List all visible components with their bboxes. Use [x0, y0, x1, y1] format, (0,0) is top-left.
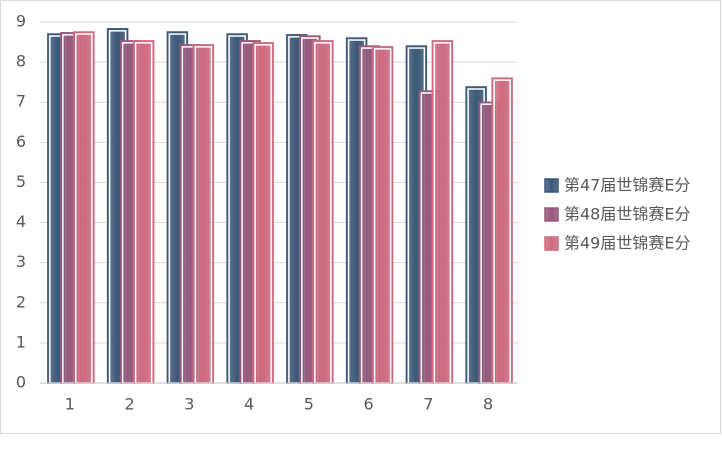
y-tick-label: 7	[16, 92, 26, 111]
bar	[73, 31, 95, 384]
bar	[252, 42, 274, 384]
y-tick-label: 6	[16, 132, 26, 151]
y-tick-label: 5	[16, 172, 26, 191]
bar	[371, 46, 394, 384]
y-tick-label: 8	[16, 52, 26, 71]
legend-swatch	[544, 178, 559, 193]
legend-label: 第49届世锦赛E分	[564, 234, 690, 253]
bar	[491, 77, 513, 384]
legend-swatch	[544, 207, 559, 222]
legend-swatch	[544, 236, 559, 251]
x-tick-label: 2	[125, 395, 135, 414]
y-tick-label: 4	[16, 212, 26, 231]
legend-label: 第47届世锦赛E分	[564, 176, 690, 195]
legend-label: 第48届世锦赛E分	[564, 205, 690, 224]
x-tick-label: 5	[304, 395, 314, 414]
x-tick-label: 8	[483, 395, 493, 414]
bar	[132, 40, 155, 384]
y-tick-label: 0	[16, 373, 26, 392]
bar	[312, 40, 334, 384]
x-tick-label: 1	[65, 395, 75, 414]
x-tick-label: 4	[244, 395, 254, 414]
bar	[431, 40, 454, 384]
x-tick-label: 7	[423, 395, 433, 414]
x-tick-label: 6	[364, 395, 374, 414]
y-tick-label: 1	[16, 332, 26, 351]
y-tick-label: 3	[16, 252, 26, 271]
bar	[192, 44, 215, 384]
y-tick-label: 2	[16, 292, 26, 311]
y-tick-label: 9	[16, 12, 26, 31]
x-tick-label: 3	[184, 395, 194, 414]
